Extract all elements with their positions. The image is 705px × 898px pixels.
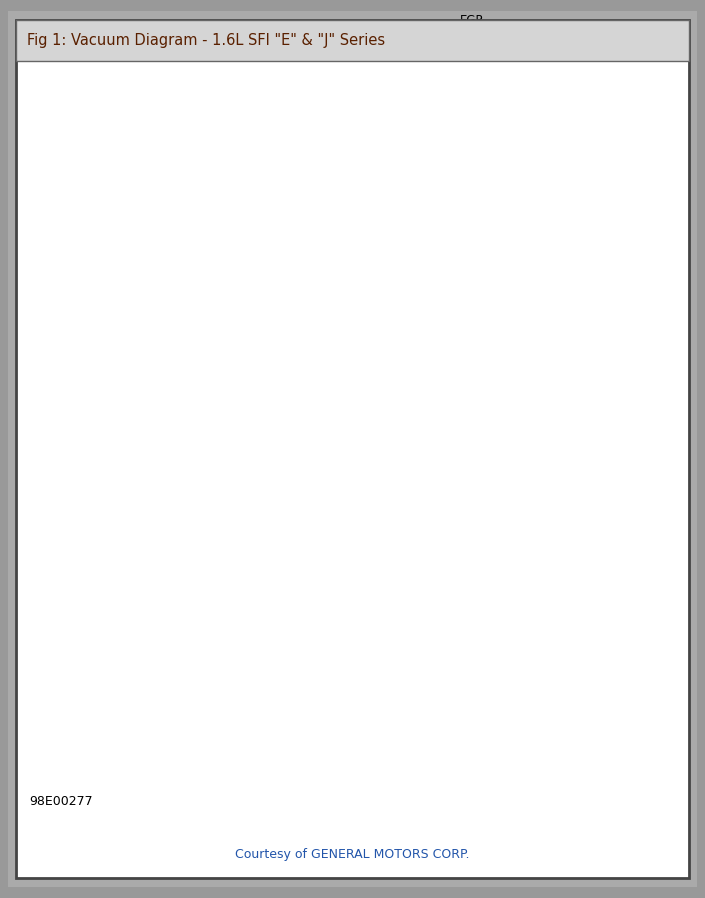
Text: EGR
VLV: EGR VLV — [522, 229, 609, 270]
Text: Fuel
Pressure
REG: Fuel Pressure REG — [493, 506, 562, 632]
Bar — [419, 338, 472, 374]
Circle shape — [127, 539, 167, 582]
Circle shape — [233, 330, 259, 359]
Ellipse shape — [87, 388, 220, 647]
Text: EGR
Pressure
Transducer: EGR Pressure Transducer — [439, 14, 504, 154]
Text: EVAP
CNSTR: EVAP CNSTR — [35, 628, 137, 725]
Circle shape — [207, 302, 286, 388]
Bar — [273, 302, 412, 489]
Text: Tank Pressure
Control VLV: Tank Pressure Control VLV — [35, 295, 202, 345]
Bar — [333, 496, 372, 532]
Circle shape — [453, 181, 477, 207]
Text: EGR
By-Pass
VLV: EGR By-Pass VLV — [283, 43, 329, 218]
Bar — [306, 489, 339, 517]
Text: 98E00277: 98E00277 — [30, 795, 93, 807]
Bar — [425, 374, 545, 460]
Bar — [399, 266, 419, 287]
Bar — [286, 316, 399, 467]
Text: EVAP
CNSTR
Vent VLV: EVAP CNSTR Vent VLV — [21, 352, 103, 395]
Bar — [226, 489, 259, 517]
Bar — [446, 481, 491, 517]
Text: Courtesy of GENERAL MOTORS CORP.: Courtesy of GENERAL MOTORS CORP. — [235, 849, 470, 861]
Circle shape — [127, 453, 167, 496]
Text: Fig 1: Vacuum Diagram - 1.6L SFI "E" & "J" Series: Fig 1: Vacuum Diagram - 1.6L SFI "E" & "… — [27, 33, 385, 48]
Bar — [107, 352, 160, 395]
Bar — [412, 330, 558, 474]
Text: EVAP Tank
Pressure
Control VLV: EVAP Tank Pressure Control VLV — [206, 522, 274, 718]
Circle shape — [432, 158, 498, 230]
Text: CNSTR
Purge
VLV: CNSTR Purge VLV — [412, 536, 465, 704]
Bar — [392, 496, 432, 532]
Bar — [419, 237, 518, 323]
Text: Surge
Tank: Surge Tank — [562, 352, 645, 382]
Bar — [134, 230, 160, 248]
Text: EGR SOL
VAC VLV: EGR SOL VAC VLV — [293, 536, 352, 689]
Bar — [101, 165, 207, 230]
Text: MAP Sensor: MAP Sensor — [119, 66, 188, 193]
Bar — [273, 201, 339, 244]
